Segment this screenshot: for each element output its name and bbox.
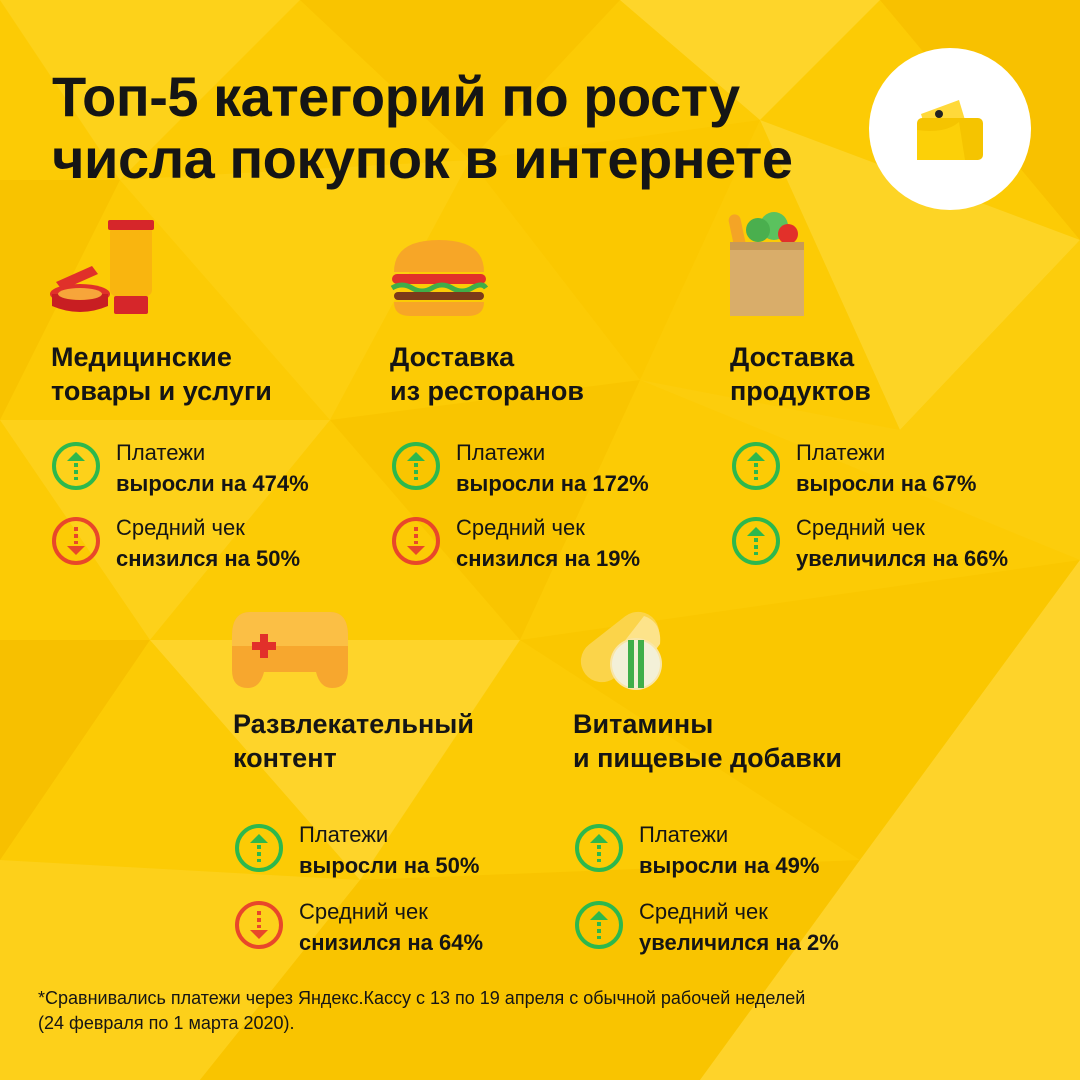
stat-label: Платежи (116, 440, 206, 465)
stat-label: Платежи (639, 822, 729, 847)
stat-label: Платежи (796, 440, 886, 465)
stat-label: Средний чек (299, 899, 428, 924)
stat-label: Средний чек (116, 515, 245, 540)
stat-value: увеличился на 66% (796, 546, 1009, 571)
category-title-entertainment: Развлекательный контент (233, 709, 474, 773)
stat-label: Средний чек (456, 515, 585, 540)
arrow-up-icon (235, 824, 283, 872)
title-line-2: числа покупок в интернете (52, 127, 793, 190)
stat-value: выросли на 50% (299, 853, 480, 878)
arrow-up-icon (52, 442, 100, 490)
burger-icon (390, 240, 489, 316)
stat-value: выросли на 67% (796, 471, 977, 496)
arrow-down-icon (52, 517, 100, 565)
footnote-line-1: *Сравнивались платежи через Яндекс.Кассу… (38, 988, 806, 1008)
footnote: *Сравнивались платежи через Яндекс.Кассу… (38, 986, 1048, 1036)
arrow-up-icon (575, 901, 623, 949)
stat-value: выросли на 474% (116, 471, 309, 496)
stat-label: Средний чек (639, 899, 768, 924)
stat-value: снизился на 50% (116, 546, 301, 571)
pills-icon (580, 611, 662, 690)
arrow-up-icon (732, 517, 780, 565)
gamepad-icon (232, 612, 348, 688)
wallet-icon (917, 100, 983, 160)
arrow-down-icon (235, 901, 283, 949)
stat-value: снизился на 64% (299, 930, 484, 955)
page-title: Топ-5 категорий по росту числа покупок в… (52, 66, 872, 190)
category-title-medical: Медицинские товары и услуги (51, 342, 272, 406)
category-title-vitamins: Витамины и пищевые добавки (573, 709, 843, 773)
stat-label: Платежи (456, 440, 546, 465)
arrow-up-icon (392, 442, 440, 490)
stat-value: снизился на 19% (456, 546, 641, 571)
grocery-bag-icon (728, 212, 804, 316)
stat-label: Средний чек (796, 515, 925, 540)
title-line-1: Топ-5 категорий по росту (52, 65, 740, 128)
arrow-down-icon (392, 517, 440, 565)
stat-value: выросли на 49% (639, 853, 820, 878)
logo (869, 48, 1031, 210)
category-title-groceries: Доставка продуктов (730, 342, 871, 406)
stat-label: Платежи (299, 822, 389, 847)
medical-icon (50, 220, 154, 314)
footnote-line-2: (24 февраля по 1 марта 2020). (38, 1013, 295, 1033)
stat-value: выросли на 172% (456, 471, 649, 496)
arrow-up-icon (575, 824, 623, 872)
stat-value: увеличился на 2% (639, 930, 839, 955)
arrow-up-icon (732, 442, 780, 490)
category-title-restaurants: Доставка из ресторанов (390, 342, 584, 406)
